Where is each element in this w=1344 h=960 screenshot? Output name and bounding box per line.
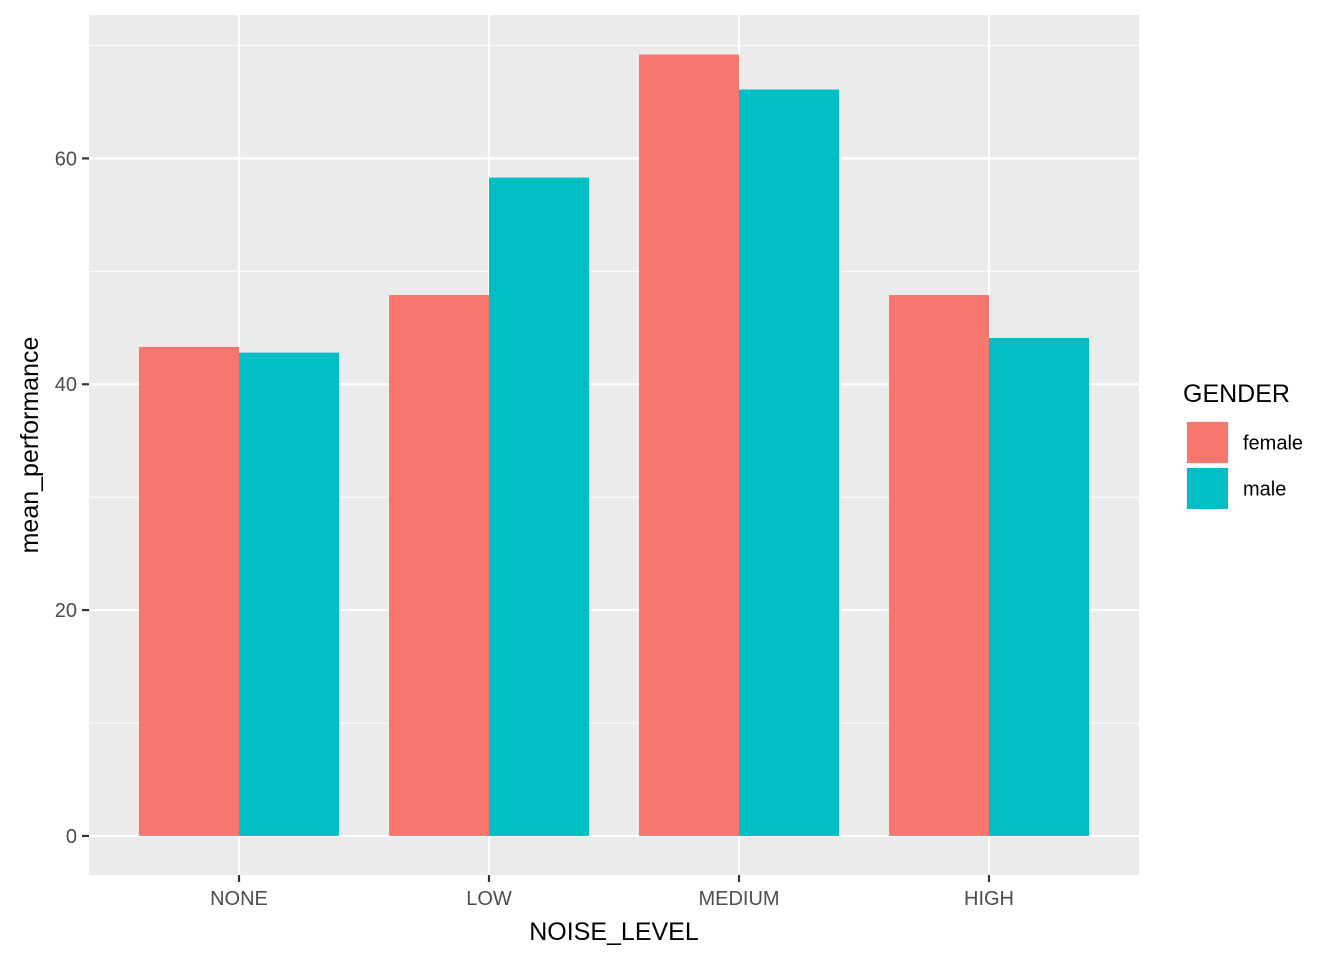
bar-female-none <box>139 346 239 836</box>
legend: GENDER female male <box>1183 380 1303 510</box>
legend-title: GENDER <box>1183 380 1290 408</box>
y-axis-title: mean_performance <box>16 337 44 554</box>
bars <box>139 54 1089 836</box>
bar-female-high <box>889 295 989 836</box>
x-tick-label: NONE <box>210 888 268 910</box>
bar-male-medium <box>739 89 839 836</box>
x-tick-label: LOW <box>466 888 512 910</box>
bar-female-medium <box>639 54 739 836</box>
y-tick-label: 60 <box>55 148 77 170</box>
legend-label-female: female <box>1243 433 1303 455</box>
legend-key-female <box>1187 422 1228 463</box>
axes: 0 20 40 60 NONE LOW MEDIUM HIGH <box>55 148 1014 910</box>
bar-male-low <box>489 177 589 836</box>
y-tick-label: 40 <box>55 374 77 396</box>
bar-female-low <box>389 295 489 836</box>
x-tick-label: HIGH <box>964 888 1014 910</box>
legend-key-male <box>1187 468 1228 509</box>
x-tick-label: MEDIUM <box>698 888 779 910</box>
bar-male-none <box>239 352 339 836</box>
y-tick-label: 20 <box>55 600 77 622</box>
bar-male-high <box>989 337 1089 836</box>
legend-items: female male <box>1186 421 1303 510</box>
legend-label-male: male <box>1243 479 1286 501</box>
x-axis-title: NOISE_LEVEL <box>529 918 699 946</box>
y-tick-label: 0 <box>66 826 77 848</box>
